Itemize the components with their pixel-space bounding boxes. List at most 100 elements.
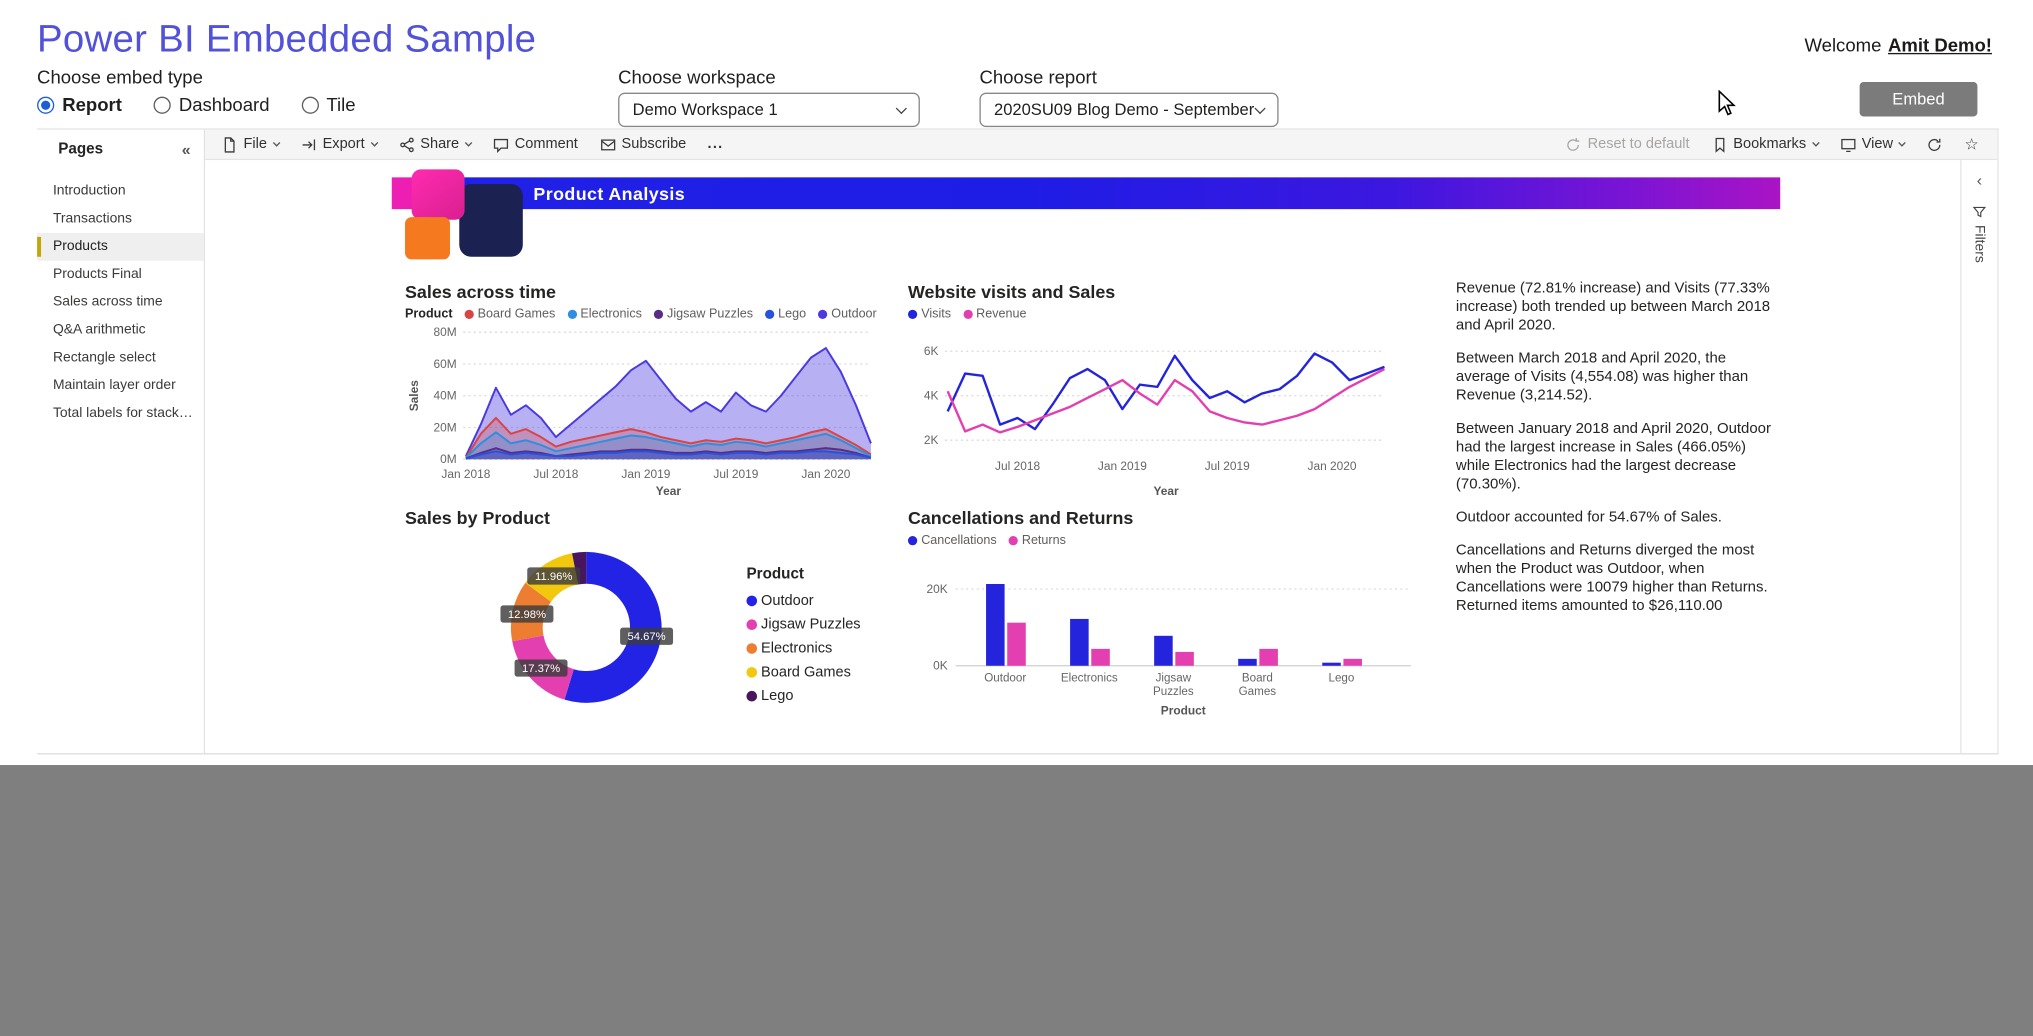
filters-pane-toggle[interactable]: Filters (1962, 205, 1998, 263)
embed-button[interactable]: Embed (1859, 82, 1978, 117)
line-series-Visits[interactable] (946, 352, 1385, 431)
bar-Returns-Electronics[interactable] (1091, 648, 1110, 666)
chevron-down-icon (370, 138, 378, 147)
area-chart-surface[interactable]: 0M 20M 40M 60M 80M Jan 2018 Jul 2018 Jan 2019 Ju… (405, 322, 884, 498)
legend-item[interactable]: Board Games (464, 306, 555, 321)
legend-item[interactable]: Lego (746, 688, 860, 704)
legend-label: Outdoor (761, 592, 814, 609)
welcome-user-link[interactable]: Amit Demo! (1887, 34, 1992, 56)
svg-text:Jan 2018: Jan 2018 (441, 467, 490, 481)
bookmarks-menu-button[interactable]: Bookmarks (1700, 130, 1828, 159)
embedded-report-frame: Pages « Introduction Transactions Produc… (37, 128, 1999, 755)
radio-dashboard[interactable]: Dashboard (153, 94, 270, 115)
legend-item[interactable]: Jigsaw Puzzles (653, 306, 754, 321)
bar-Cancellations-Electronics[interactable] (1070, 618, 1089, 666)
share-menu-button[interactable]: Share (387, 130, 481, 159)
subscribe-label: Subscribe (621, 136, 687, 153)
radio-report-label: Report (62, 93, 122, 116)
svg-text:Jan 2020: Jan 2020 (1308, 459, 1357, 473)
workspace-select[interactable]: Demo Workspace 1 (618, 92, 920, 128)
more-options-button[interactable]: ... (697, 130, 734, 159)
chart-title: Cancellations and Returns (907, 508, 1134, 529)
filters-rail: ‹ Filters (1960, 160, 1998, 754)
reset-to-default-button[interactable]: Reset to default (1555, 130, 1701, 159)
legend-label: Board Games (761, 664, 851, 681)
file-menu-label: File (243, 136, 268, 153)
area-series-Lego[interactable] (465, 451, 871, 460)
legend-item[interactable]: Cancellations (907, 533, 997, 547)
collapse-filters-icon[interactable]: ‹ (1976, 170, 1983, 190)
donut-chart-surface[interactable]: 54.67% 17.37% 12.98% 11.96% (405, 529, 736, 730)
legend-label: Electronics (580, 306, 642, 321)
subscribe-button[interactable]: Subscribe (588, 130, 696, 159)
legend-label: Returns (1021, 532, 1066, 548)
file-menu-button[interactable]: File (210, 130, 289, 159)
legend-item[interactable]: Visits (907, 306, 951, 321)
legend-item[interactable]: Revenue (962, 306, 1027, 321)
legend-label: Board Games (477, 306, 556, 321)
legend-item[interactable]: Outdoor (746, 593, 860, 609)
sidebar-item-qa-arithmetic[interactable]: Q&A arithmetic (52, 321, 146, 338)
radio-report-dot (37, 95, 55, 114)
comment-label: Comment (514, 136, 578, 153)
reset-label: Reset to default (1587, 136, 1690, 153)
radio-tile[interactable]: Tile (301, 94, 356, 115)
banner-title: Product Analysis (533, 183, 686, 204)
legend-dot (907, 309, 918, 319)
legend-item[interactable]: Board Games (746, 664, 860, 680)
legend-item[interactable]: Electronics (567, 306, 642, 321)
line-series-Revenue[interactable] (946, 367, 1385, 434)
bar-Cancellations-Jigsaw Puzzles[interactable] (1154, 635, 1173, 666)
visual-cancellations-and-returns: Cancellations and Returns Cancellations R… (907, 508, 1427, 736)
legend-item[interactable]: Returns (1008, 532, 1066, 548)
donut-slice-Outdoor[interactable] (564, 551, 662, 703)
chart-title: Website visits and Sales (907, 281, 1116, 302)
bar-Returns-Jigsaw Puzzles[interactable] (1175, 651, 1194, 666)
sidebar-item-maintain-layer-order[interactable]: Maintain layer order (52, 377, 176, 394)
canvas-row: Product Analysis Sales across time Produ… (205, 160, 1998, 754)
line-chart-surface[interactable]: 2K 4K 6K Jul 2018 Jan 2019 Jul 2019 Jan 2020 Ye… (908, 322, 1400, 498)
sidebar-item-rectangle-select[interactable]: Rectangle select (52, 349, 156, 366)
export-menu-button[interactable]: Export (290, 130, 388, 159)
svg-text:20M: 20M (433, 420, 456, 434)
refresh-button[interactable] (1916, 130, 1954, 159)
svg-text:Jul 2019: Jul 2019 (713, 467, 758, 481)
favorite-button[interactable]: ☆ (1954, 130, 1989, 159)
bar-Returns-Lego[interactable] (1343, 658, 1362, 666)
sidebar-item-products[interactable]: Products (37, 232, 204, 261)
legend-item[interactable]: Electronics (746, 641, 860, 656)
collapse-pages-icon[interactable]: « (181, 140, 191, 159)
bar-Cancellations-Outdoor[interactable] (986, 583, 1005, 666)
sidebar-item-introduction[interactable]: Introduction (52, 182, 126, 199)
legend-label: Jigsaw Puzzles (667, 306, 754, 321)
chevron-down-icon (1811, 138, 1820, 147)
legend-item[interactable]: Lego (764, 306, 806, 321)
visual-sales-by-product: Sales by Product 54.67% 17.37% 12.98% 11.96… (405, 508, 889, 737)
bar-Returns-Board Games[interactable] (1259, 648, 1278, 666)
embed-type-label: Choose embed type (37, 66, 203, 88)
sidebar-item-sales-across-time[interactable]: Sales across time (52, 293, 163, 310)
radio-report[interactable]: Report (37, 94, 122, 115)
comment-button[interactable]: Comment (482, 130, 589, 159)
legend-item[interactable]: Jigsaw Puzzles (746, 617, 861, 633)
view-menu-button[interactable]: View (1829, 130, 1916, 159)
svg-text:Electronics: Electronics (1061, 672, 1118, 685)
report-select[interactable]: 2020SU09 Blog Demo - September (979, 92, 1279, 128)
sidebar-item-products-final[interactable]: Products Final (52, 266, 142, 282)
area-series-Outdoor[interactable] (465, 348, 871, 460)
bar-Returns-Outdoor[interactable] (1007, 622, 1026, 666)
svg-text:11.96%: 11.96% (535, 571, 572, 583)
sidebar-item-transactions[interactable]: Transactions (52, 210, 132, 227)
svg-text:12.98%: 12.98% (508, 609, 546, 621)
logo-navy-square (459, 183, 523, 257)
svg-text:60M: 60M (433, 357, 456, 371)
bar-Cancellations-Board Games[interactable] (1238, 658, 1257, 666)
legend-item[interactable]: Outdoor (818, 306, 877, 321)
chevron-down-icon (272, 138, 281, 147)
chart-legend: Cancellations Returns (907, 532, 1427, 548)
sidebar-item-total-labels[interactable]: Total labels for stacked ... (52, 405, 204, 421)
export-icon (302, 138, 315, 150)
bar-Cancellations-Lego[interactable] (1322, 662, 1341, 666)
